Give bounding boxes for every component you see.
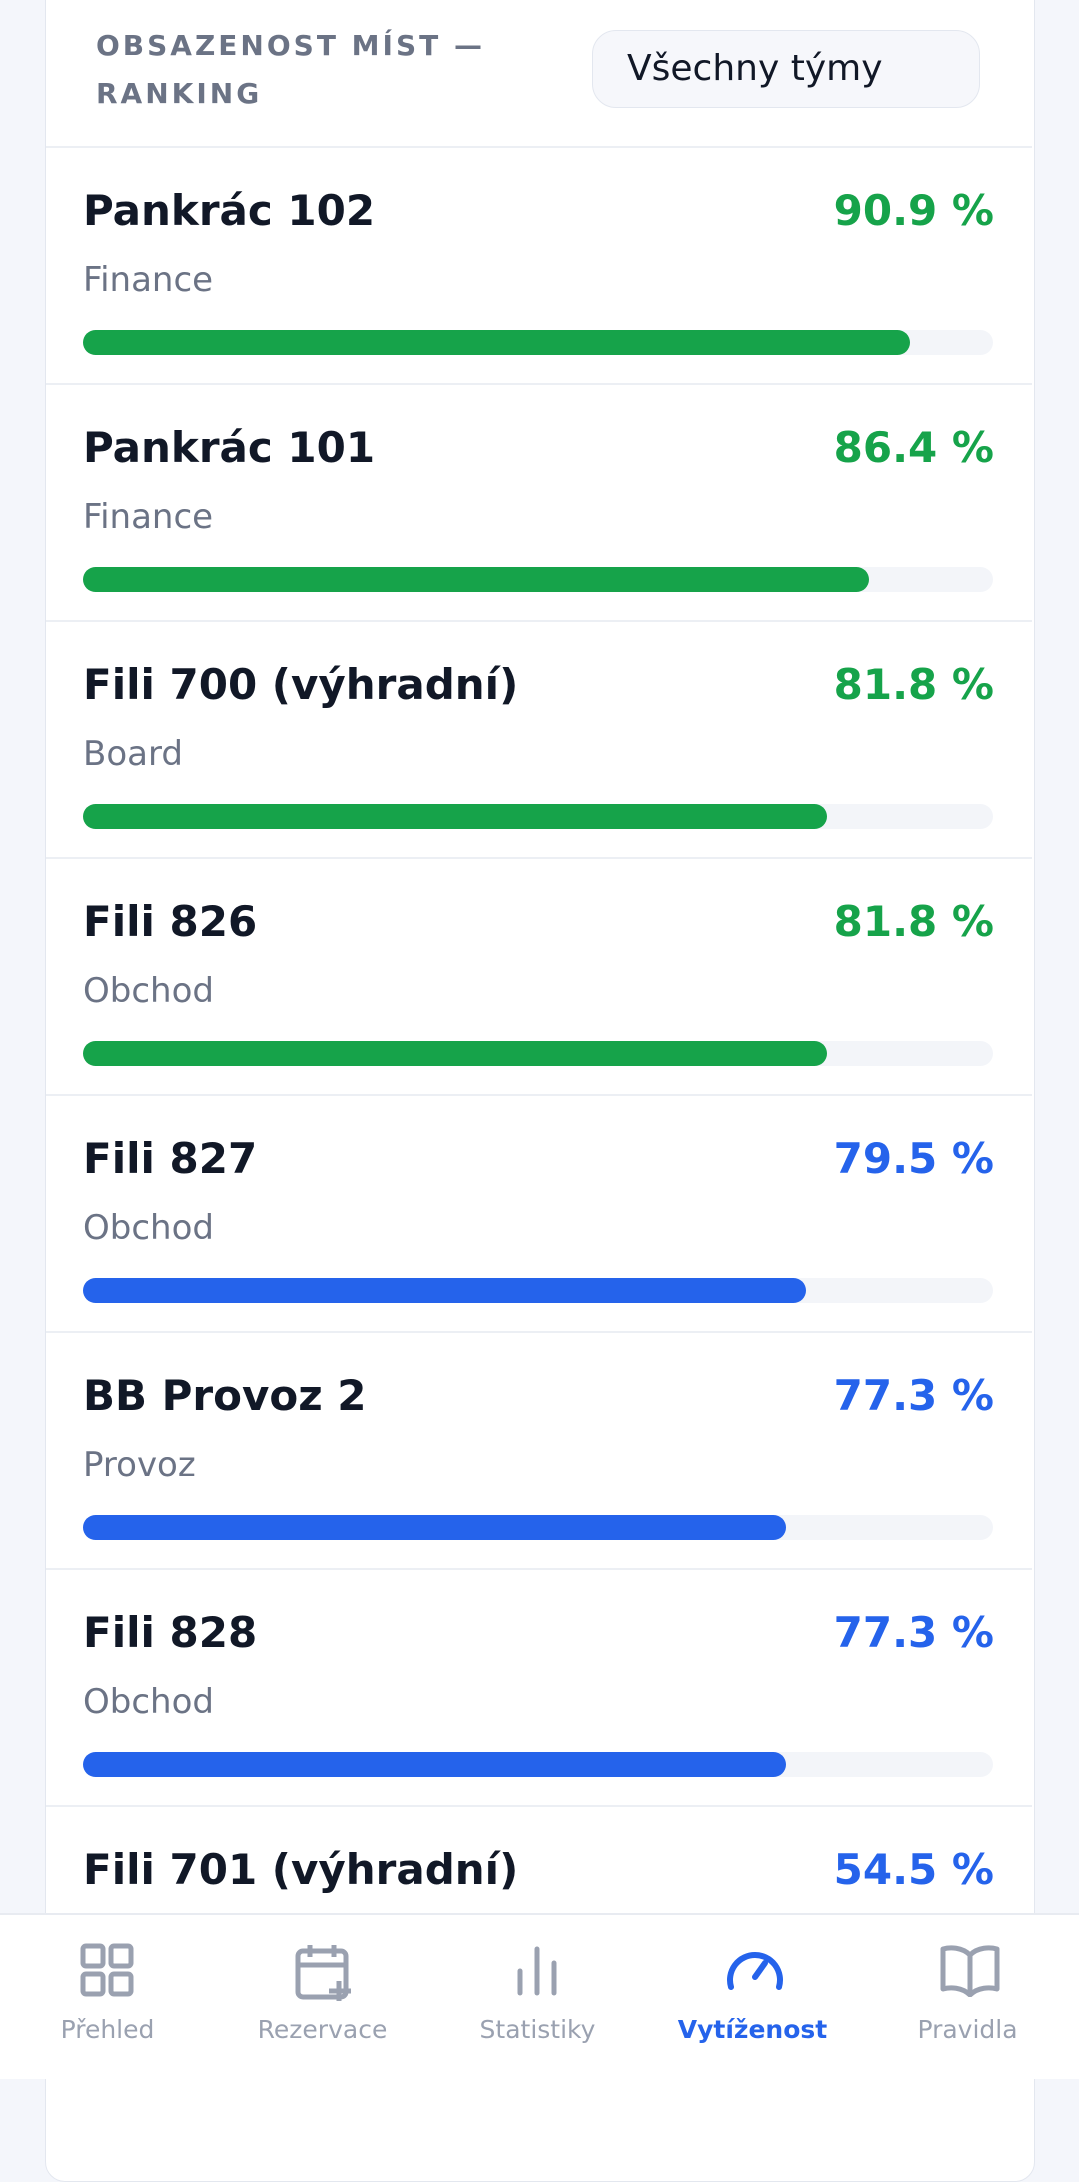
occupancy-bar — [83, 804, 828, 829]
team-name: Obchod — [83, 971, 214, 1011]
bottom-nav: Přehled Rezervace Statistiky Vytíženost … — [0, 1913, 1079, 2079]
bar-track — [83, 1515, 993, 1540]
occupancy-label: 81.8 % — [833, 897, 994, 946]
nav-item[interactable]: Rezervace — [215, 1915, 430, 2079]
occupancy-bar — [83, 567, 870, 592]
nav-label: Přehled — [60, 2015, 155, 2044]
occupancy-label: 54.5 % — [833, 1845, 994, 1894]
occupancy-bar — [83, 1515, 787, 1540]
room-name: Fili 700 (výhradní) — [83, 660, 519, 709]
room-name: Fili 826 — [83, 897, 258, 946]
occupancy-label: 90.9 % — [833, 186, 994, 235]
team-name: Obchod — [83, 1682, 214, 1722]
room-name: Pankrác 101 — [83, 423, 376, 472]
team-name: Board — [83, 734, 183, 774]
team-name: Provoz — [83, 1445, 196, 1485]
room-name: BB Provoz 2 — [83, 1371, 367, 1420]
section-title: OBSAZENOST MÍST — RANKING — [96, 29, 485, 110]
nav-label: Vytíženost — [677, 2015, 828, 2044]
bar-track — [83, 567, 993, 592]
ranking-row: Pankrác 101 Finance 86.4 % — [46, 383, 1032, 622]
icon — [940, 1945, 1000, 1997]
icon — [295, 1945, 351, 2001]
room-name: Fili 701 (výhradní) — [83, 1845, 519, 1894]
ranking-row: Fili 827 Obchod 79.5 % — [46, 1094, 1032, 1333]
ranking-row: Fili 828 Obchod 77.3 % — [46, 1568, 1032, 1807]
bar-track — [83, 1278, 993, 1303]
nav-label: Rezervace — [257, 2015, 388, 2044]
bar-track — [83, 330, 993, 355]
occupancy-label: 79.5 % — [833, 1134, 994, 1183]
bar-track — [83, 1041, 993, 1066]
card — [45, 0, 1035, 2182]
occupancy-bar — [83, 1752, 787, 1777]
icon — [727, 1952, 783, 1990]
icon — [80, 1943, 134, 1997]
ranking-row: Pankrác 102 Finance 90.9 % — [46, 146, 1032, 385]
room-name: Fili 827 — [83, 1134, 258, 1183]
nav-item[interactable]: Přehled — [0, 1915, 215, 2079]
nav-item[interactable]: Statistiky — [430, 1915, 645, 2079]
occupancy-bar — [83, 330, 911, 355]
team-name: Obchod — [83, 1208, 214, 1248]
bar-track — [83, 1752, 993, 1777]
room-name: Fili 828 — [83, 1608, 258, 1657]
icon — [517, 1946, 557, 1996]
nav-item[interactable]: Vytíženost — [645, 1915, 860, 2079]
occupancy-label: 81.8 % — [833, 660, 994, 709]
nav-label: Statistiky — [479, 2015, 596, 2044]
occupancy-bar — [83, 1278, 807, 1303]
nav-label: Pravidla — [917, 2015, 1018, 2044]
team-name: Finance — [83, 497, 214, 537]
occupancy-label: 77.3 % — [833, 1371, 994, 1420]
ranking-row: Fili 700 (výhradní) Board 81.8 % — [46, 620, 1032, 859]
bar-track — [83, 804, 993, 829]
ranking-row: BB Provoz 2 Provoz 77.3 % — [46, 1331, 1032, 1570]
occupancy-bar — [83, 1041, 828, 1066]
team-filter[interactable]: Všechny týmy — [592, 30, 980, 108]
occupancy-label: 77.3 % — [833, 1608, 994, 1657]
occupancy-label: 86.4 % — [833, 423, 994, 472]
ranking-row: Fili 826 Obchod 81.8 % — [46, 857, 1032, 1096]
team-name: Finance — [83, 260, 214, 300]
room-name: Pankrác 102 — [83, 186, 376, 235]
nav-item[interactable]: Pravidla — [860, 1915, 1075, 2079]
